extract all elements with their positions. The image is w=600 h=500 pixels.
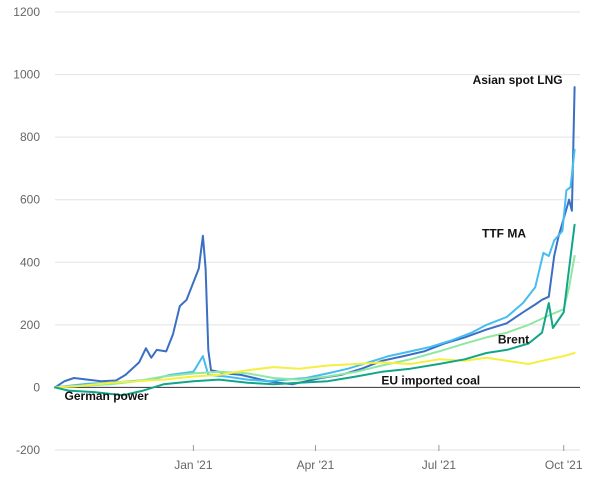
series-label-eu-imported-coal: EU imported coal xyxy=(381,373,480,387)
y-axis-ticks: -200 0 200 400 600 800 1000 1200 xyxy=(13,5,40,457)
y-tick-label: 400 xyxy=(20,255,40,269)
series-line-german-power xyxy=(54,223,576,397)
x-tick-label: Oct '21 xyxy=(545,458,583,472)
series-line-brent xyxy=(54,255,576,389)
x-tick-label: Jul '21 xyxy=(422,458,457,472)
series-line-eu-imported-coal xyxy=(54,352,576,389)
x-tick-label: Jan '21 xyxy=(174,458,213,472)
series-label-german-power: German power xyxy=(65,389,149,403)
y-tick-label: 200 xyxy=(20,318,40,332)
series-label-brent: Brent xyxy=(498,333,529,347)
x-tick-label: Apr '21 xyxy=(297,458,335,472)
gridlines xyxy=(55,11,580,451)
y-tick-label: 800 xyxy=(20,130,40,144)
series-lines xyxy=(54,86,576,397)
y-tick-label: 1000 xyxy=(13,68,40,82)
y-tick-label: 1200 xyxy=(13,5,40,19)
series-label-asian-spot-lng: Asian spot LNG xyxy=(473,73,563,87)
x-axis-ticks: Jan '21 Apr '21 Jul '21 Oct '21 xyxy=(174,445,583,472)
y-tick-label: -200 xyxy=(16,443,40,457)
series-label-ttf-ma: TTF MA xyxy=(482,226,526,240)
y-tick-label: 600 xyxy=(20,193,40,207)
series-labels: Asian spot LNG TTF MA Brent EU imported coa… xyxy=(65,73,563,403)
y-tick-label: 0 xyxy=(33,380,40,394)
